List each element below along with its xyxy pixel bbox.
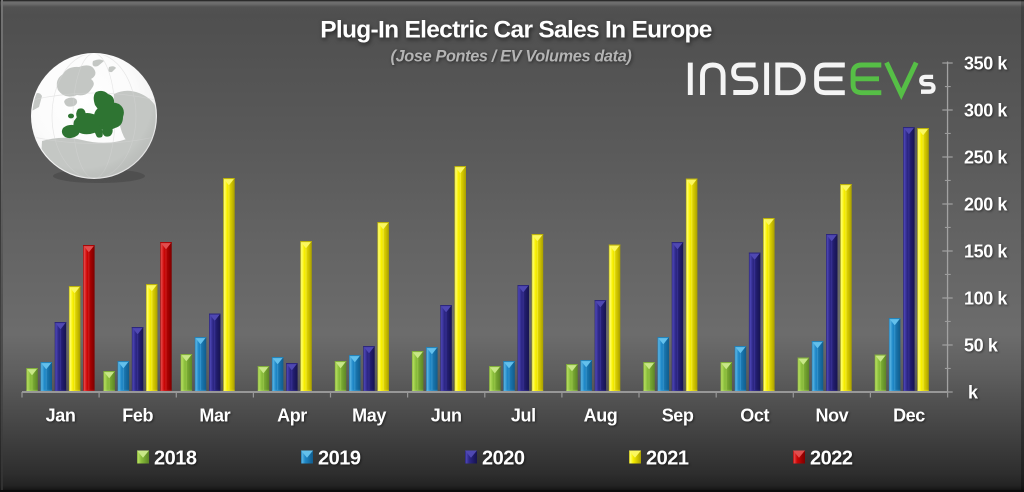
svg-text:2020: 2020 (482, 448, 525, 470)
svg-text:2018: 2018 (154, 448, 197, 470)
svg-text:250 k: 250 k (964, 148, 1008, 168)
svg-text:100 k: 100 k (964, 289, 1008, 309)
svg-text:200 k: 200 k (964, 195, 1008, 215)
svg-text:Jun: Jun (431, 406, 462, 426)
svg-text:2019: 2019 (318, 448, 361, 470)
svg-text:Nov: Nov (815, 406, 848, 426)
svg-text:350 k: 350 k (964, 54, 1008, 74)
svg-text:Jan: Jan (46, 406, 76, 426)
svg-text:Oct: Oct (740, 406, 769, 426)
svg-text:Aug: Aug (584, 406, 618, 426)
svg-text:Plug-In Electric Car Sales In: Plug-In Electric Car Sales In Europe (320, 17, 711, 44)
svg-text:Apr: Apr (277, 406, 307, 426)
svg-text:Jul: Jul (511, 406, 536, 426)
svg-text:300 k: 300 k (964, 101, 1008, 121)
svg-text:2021: 2021 (646, 448, 689, 470)
svg-text:May: May (352, 406, 386, 426)
svg-text:150 k: 150 k (964, 242, 1008, 262)
svg-text:2022: 2022 (810, 448, 853, 470)
svg-text:Dec: Dec (893, 406, 925, 426)
svg-text:Feb: Feb (122, 406, 153, 426)
svg-text:(Jose Pontes / EV Volumes data: (Jose Pontes / EV Volumes data) (391, 48, 632, 66)
svg-text:50 k: 50 k (964, 336, 999, 356)
svg-text:Sep: Sep (662, 406, 694, 426)
svg-text:Mar: Mar (199, 406, 230, 426)
svg-text:k: k (968, 383, 979, 403)
